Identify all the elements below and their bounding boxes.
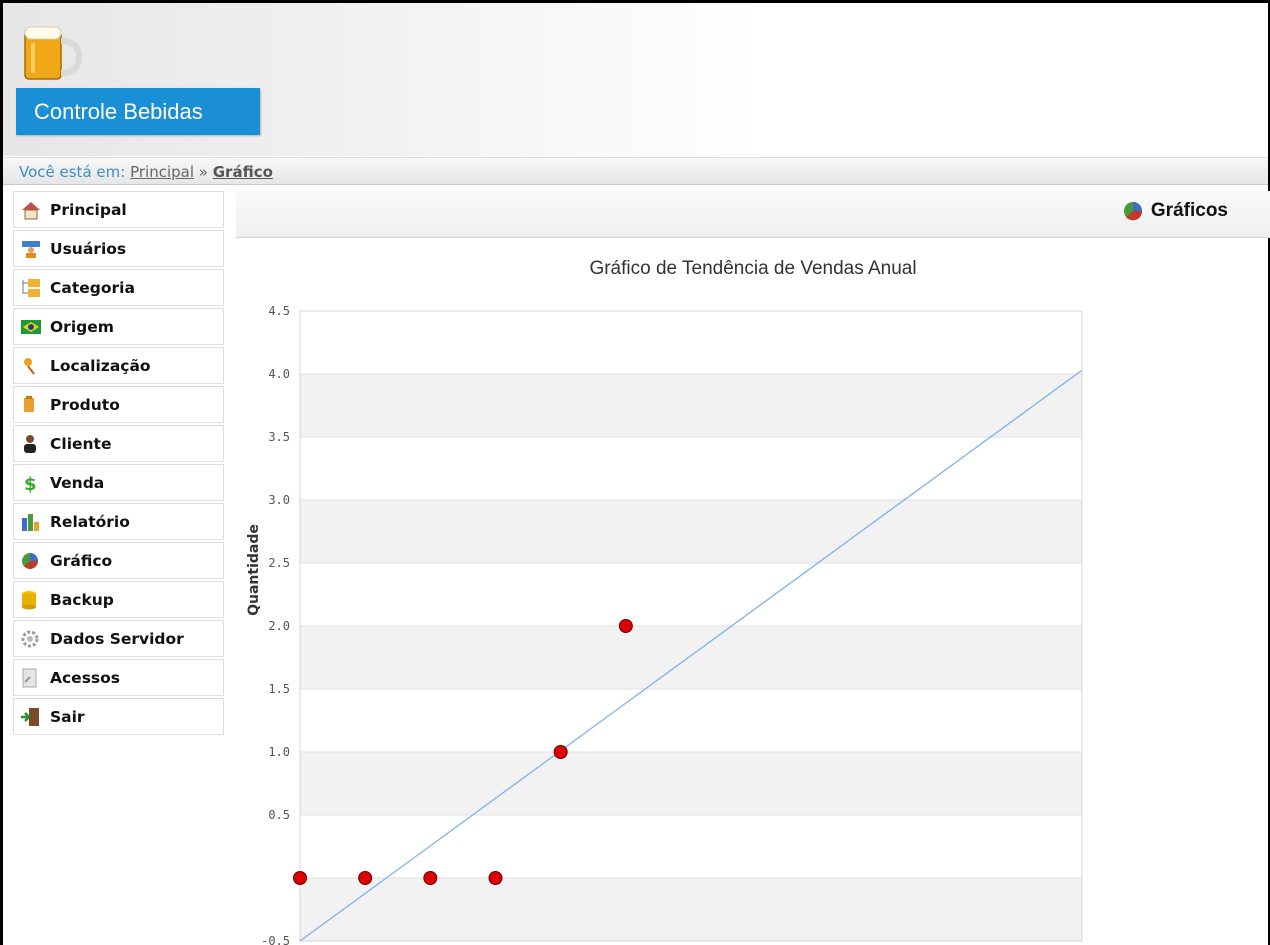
sidebar-item-usuarios[interactable]: Usuários [13, 230, 224, 266]
sidebar-item-categoria[interactable]: Categoria [13, 269, 224, 305]
scatter-chart: 4.5 4.0 3.5 3.0 2.5 2.0 1.5 1.0 0.5 -0.5 [261, 304, 1083, 945]
sidebar-item-cliente[interactable]: Cliente [13, 425, 224, 461]
grid-band [300, 374, 1082, 437]
grid-band [300, 311, 1082, 374]
trend-line [299, 369, 1083, 942]
sidebar-item-label: Relatório [50, 512, 130, 531]
grid-band [300, 752, 1082, 815]
y-tick-label: 2.0 [268, 619, 290, 633]
sidebar-item-acessos[interactable]: Acessos [13, 659, 224, 695]
grid-band [300, 689, 1082, 752]
data-point[interactable] [488, 871, 503, 885]
client-icon [24, 434, 36, 453]
dollar-icon: $ [24, 474, 37, 493]
content-title: Gráficos [1123, 200, 1228, 222]
svg-text:$: $ [24, 474, 37, 493]
sidebar-item-produto[interactable]: Produto [13, 386, 224, 422]
pin-icon [24, 357, 35, 375]
beer-mug-icon [24, 26, 83, 80]
grid-band [300, 878, 1082, 941]
sidebar-item-backup[interactable]: Backup [13, 581, 224, 617]
brazil-flag-icon [21, 319, 41, 334]
header: Controle Bebidas [3, 3, 1268, 156]
folders-icon [22, 278, 40, 297]
y-tick-label: 4.0 [268, 367, 290, 381]
sidebar-item-relatorio[interactable]: Relatório [13, 503, 224, 539]
home-icon [22, 201, 40, 219]
sidebar-item-venda[interactable]: $ Venda [13, 464, 224, 500]
sidebar-item-dados-servidor[interactable]: Dados Servidor [13, 620, 224, 656]
exit-icon [21, 707, 39, 726]
data-point[interactable] [423, 871, 438, 885]
y-tick-label: 4.5 [268, 304, 290, 318]
content-header: Gráficos [236, 191, 1270, 238]
sidebar-item-label: Backup [50, 590, 114, 609]
sidebar-item-label: Usuários [50, 239, 127, 258]
y-tick-label: 3.5 [268, 430, 290, 444]
bar-chart-icon [22, 513, 39, 531]
sidebar-item-sair[interactable]: Sair [13, 698, 224, 734]
chart-title: Gráfico de Tendência de Vendas Anual [589, 258, 917, 279]
sidebar-item-label: Cliente [50, 434, 112, 453]
sidebar-item-principal[interactable]: Principal [13, 191, 224, 227]
sidebar-item-label: Venda [50, 473, 105, 492]
sidebar-item-origem[interactable]: Origem [13, 308, 224, 344]
sidebar-item-label: Localização [50, 356, 151, 375]
sidebar-item-localizacao[interactable]: Localização [13, 347, 224, 383]
grid-band [300, 563, 1082, 626]
sidebar-item-grafico[interactable]: Gráfico [13, 542, 224, 578]
breadcrumb-prefix: Você está em: [19, 163, 126, 181]
sidebar-item-label: Origem [50, 317, 114, 336]
content-title-text: Gráficos [1150, 200, 1228, 221]
sidebar-item-label: Produto [50, 395, 120, 414]
breadcrumb: Você está em: Principal » Gráfico [3, 157, 1268, 185]
sidebar-item-label: Principal [50, 200, 127, 219]
gear-icon [21, 630, 39, 647]
sidebar-item-label: Sair [50, 707, 85, 726]
app-title: Controle Bebidas [16, 88, 260, 135]
grid-band [300, 500, 1082, 563]
database-icon [22, 590, 36, 609]
grid-band [300, 815, 1082, 878]
data-point[interactable] [293, 871, 307, 885]
data-point[interactable] [553, 745, 568, 759]
pie-chart-icon [22, 552, 38, 569]
y-tick-label: 1.5 [268, 682, 290, 696]
y-tick-label: -0.5 [261, 934, 290, 945]
breadcrumb-separator: » [198, 163, 208, 181]
y-tick-label: 2.5 [268, 556, 290, 570]
sidebar-item-label: Acessos [50, 668, 121, 687]
users-icon [22, 240, 40, 258]
breadcrumb-current: Gráfico [212, 163, 273, 181]
breadcrumb-link-principal[interactable]: Principal [130, 163, 194, 181]
pie-chart-icon [1123, 202, 1142, 221]
grid-band [300, 626, 1082, 689]
data-point[interactable] [358, 871, 373, 885]
sidebar: Principal Usuários Categoria Origem Loca… [13, 191, 224, 737]
y-tick-label: 0.5 [268, 808, 290, 822]
document-icon [22, 668, 37, 687]
product-icon [24, 395, 34, 412]
sidebar-item-label: Dados Servidor [50, 629, 184, 648]
plot-area [299, 310, 1083, 942]
y-tick-label: 3.0 [268, 493, 290, 507]
y-tick-label: 1.0 [268, 745, 290, 759]
grid-band [300, 437, 1082, 500]
sidebar-item-label: Categoria [50, 278, 135, 297]
data-point[interactable] [618, 619, 633, 633]
sidebar-item-label: Gráfico [50, 551, 113, 570]
